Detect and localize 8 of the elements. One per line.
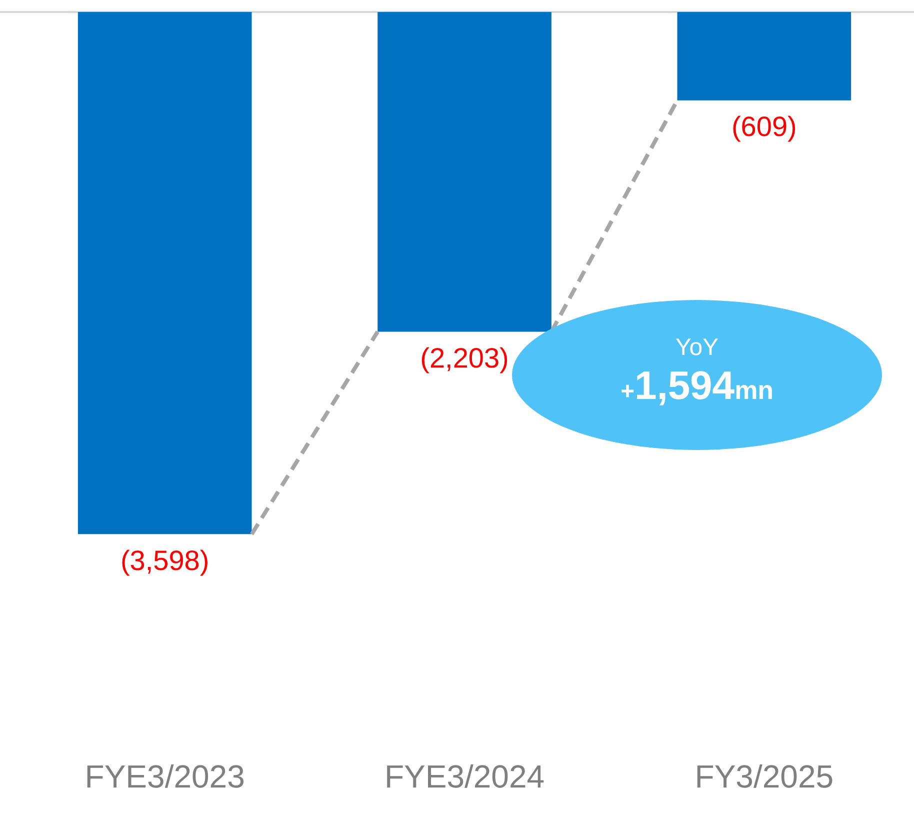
annotation: YoY (675, 332, 719, 362)
data-label: (2,203) (420, 342, 509, 374)
data-label: (609) (731, 111, 797, 142)
x-tick-label: FYE3/2024 (384, 758, 545, 795)
data-label: (3,598) (120, 544, 210, 576)
x-tick-label: FY3/2025 (694, 758, 834, 795)
annotation: +1,594mn (620, 364, 774, 408)
x-tick-label: FYE3/2023 (84, 758, 245, 795)
